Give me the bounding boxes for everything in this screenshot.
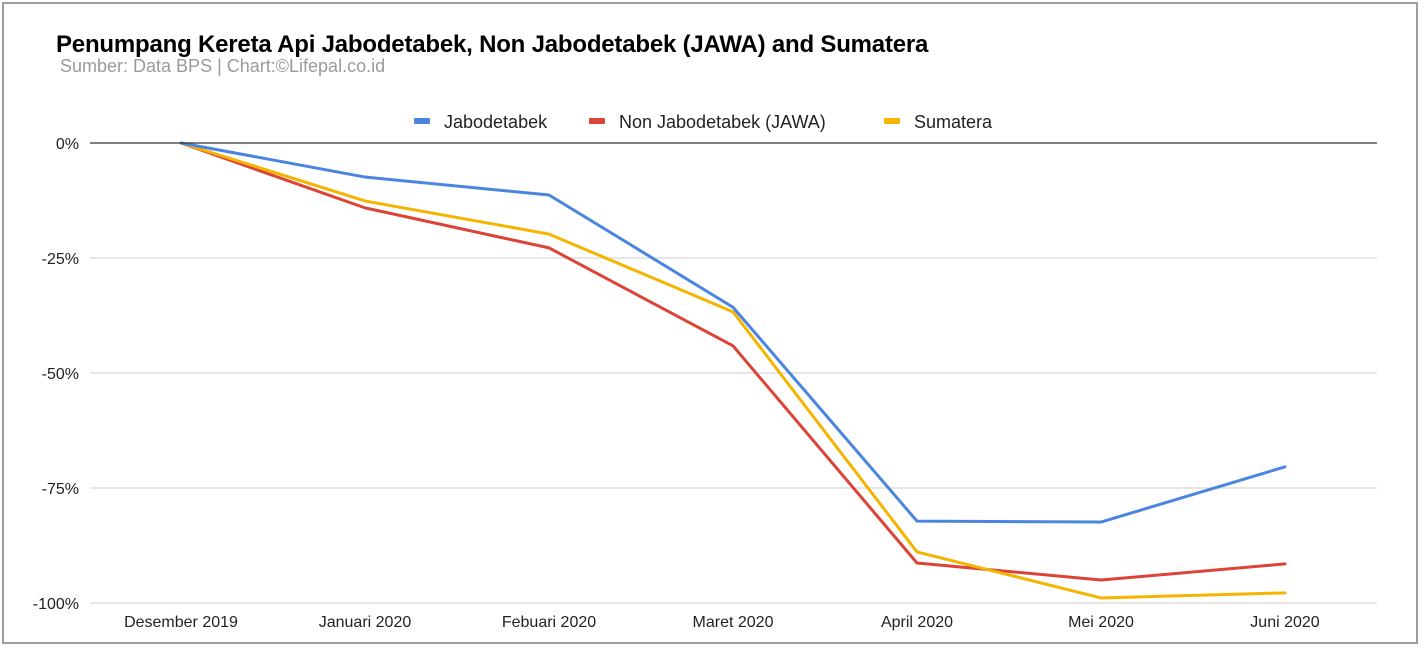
chart-subtitle: Sumber: Data BPS | Chart:©Lifepal.co.id [60,56,386,76]
y-tick-label: -75% [42,481,79,498]
x-tick-label: Maret 2020 [693,614,774,631]
legend-swatch [884,118,900,124]
chart-title: Penumpang Kereta Api Jabodetabek, Non Ja… [56,31,929,58]
y-tick-label: -50% [42,366,79,383]
legend-label: Jabodetabek [444,112,548,132]
legend-swatch [414,118,430,124]
legend-label: Non Jabodetabek (JAWA) [619,112,826,132]
series-line-non-jabodetabek-jawa [179,141,1287,582]
legend-label: Sumatera [914,112,993,132]
y-tick-label: 0% [56,136,79,153]
x-tick-label: Febuari 2020 [502,614,596,631]
y-tick-label: -100% [33,596,79,613]
y-tick-label: -25% [42,251,79,268]
x-tick-label: Juni 2020 [1250,614,1319,631]
x-tick-label: Januari 2020 [319,614,412,631]
x-tick-label: Desember 2019 [124,614,238,631]
series-line-sumatera [179,141,1287,600]
legend-swatch [589,118,605,124]
x-tick-label: April 2020 [881,614,953,631]
x-tick-label: Mei 2020 [1068,614,1134,631]
